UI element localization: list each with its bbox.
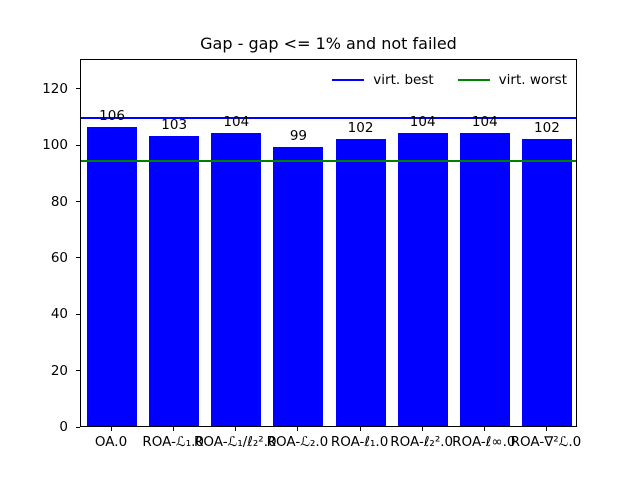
x-tick-label: ROA-ℒ₂.0	[266, 434, 329, 450]
bar	[335, 138, 386, 426]
bar-value-label: 99	[289, 128, 308, 145]
y-tick-label: 60	[50, 249, 68, 266]
hline-virt--best	[81, 117, 576, 120]
bar-value-label: 104	[471, 113, 498, 130]
virt-worst-line-sample-icon	[457, 79, 490, 81]
plot-area: 106 103 104 99 102 104 104 102 virt. best virt.…	[80, 59, 577, 427]
bar	[211, 132, 262, 426]
y-tick-label: 20	[50, 362, 68, 379]
x-tick-label: ROA-ℒ₁/ℓ₂².0	[194, 434, 277, 450]
y-tick-mark	[76, 370, 80, 372]
x-tick-label: ROA-ℓ∞.0	[452, 434, 516, 450]
x-tick-label: ROA-ℓ₁.0	[330, 434, 389, 450]
y-tick-mark	[76, 201, 80, 203]
x-tick-label: ROA-∇²ℒ.0	[510, 434, 582, 450]
legend: virt. best virt. worst	[328, 70, 571, 90]
y-tick-mark	[76, 88, 80, 90]
y-tick-label: 120	[42, 80, 68, 97]
bar-value-label: 102	[347, 119, 374, 136]
y-tick-mark	[76, 426, 80, 428]
x-tick-mark	[359, 427, 361, 431]
bar	[87, 127, 138, 426]
virt-best-line-sample-icon	[332, 79, 365, 81]
y-tick-label: 40	[50, 306, 68, 323]
y-tick-mark	[76, 313, 80, 315]
bar-value-label: 104	[223, 113, 250, 130]
x-tick-label: ROA-ℓ₂².0	[390, 434, 454, 450]
x-tick-mark	[483, 427, 485, 431]
x-tick-mark	[173, 427, 175, 431]
y-tick-label: 80	[50, 193, 68, 210]
legend-entry-virt-worst: virt. worst	[457, 72, 567, 88]
y-tick-mark	[76, 257, 80, 259]
hline-virt--worst	[81, 160, 576, 163]
x-tick-label: ROA-ℒ₁.0	[142, 434, 204, 450]
legend-label-virt-best: virt. best	[373, 72, 434, 88]
bar-value-label: 106	[99, 108, 125, 125]
x-tick-label: OA.0	[94, 434, 128, 450]
x-tick-mark	[111, 427, 113, 431]
y-tick-label: 100	[42, 137, 68, 154]
legend-entry-virt-best: virt. best	[332, 72, 434, 88]
bar	[273, 147, 324, 426]
bar-value-label: 102	[534, 119, 560, 136]
y-tick-label: 0	[59, 419, 68, 435]
bar	[459, 132, 510, 426]
y-tick-mark	[76, 144, 80, 146]
bar	[149, 135, 200, 426]
bar	[521, 138, 572, 426]
bar-value-label: 104	[409, 113, 436, 130]
x-tick-mark	[235, 427, 237, 431]
bar	[397, 132, 448, 426]
bar-value-label: 103	[161, 116, 188, 133]
x-tick-mark	[297, 427, 299, 431]
x-tick-mark	[545, 427, 547, 431]
legend-label-virt-worst: virt. worst	[498, 72, 567, 88]
chart-title: Gap - gap <= 1% and not failed	[200, 34, 457, 53]
x-tick-mark	[421, 427, 423, 431]
